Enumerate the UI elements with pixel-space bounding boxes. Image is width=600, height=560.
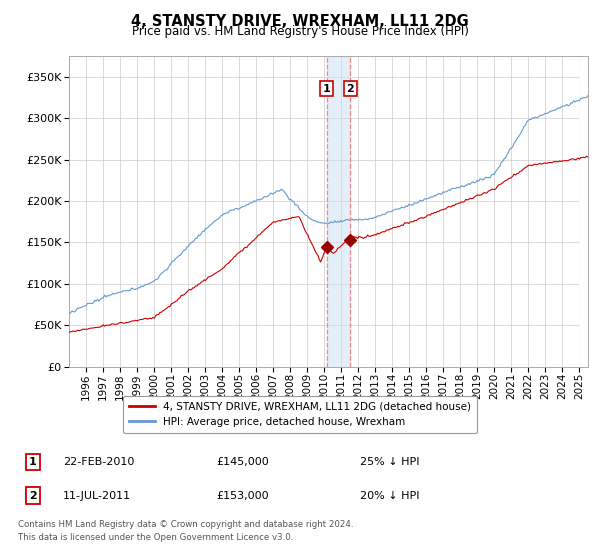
Text: £145,000: £145,000 [216,457,269,467]
Text: Contains HM Land Registry data © Crown copyright and database right 2024.: Contains HM Land Registry data © Crown c… [18,520,353,529]
Text: 2: 2 [347,83,355,94]
Text: 22-FEB-2010: 22-FEB-2010 [63,457,134,467]
Text: 4, STANSTY DRIVE, WREXHAM, LL11 2DG: 4, STANSTY DRIVE, WREXHAM, LL11 2DG [131,14,469,29]
Bar [326,56,350,367]
Text: 1: 1 [323,83,331,94]
Text: 25% ↓ HPI: 25% ↓ HPI [360,457,419,467]
Text: £153,000: £153,000 [216,491,269,501]
Text: 2: 2 [29,491,37,501]
Text: 20% ↓ HPI: 20% ↓ HPI [360,491,419,501]
Legend: 4, STANSTY DRIVE, WREXHAM, LL11 2DG (detached house), HPI: Average price, detach: 4, STANSTY DRIVE, WREXHAM, LL11 2DG (det… [122,395,478,433]
Text: 11-JUL-2011: 11-JUL-2011 [63,491,131,501]
Text: 1: 1 [29,457,37,467]
Text: This data is licensed under the Open Government Licence v3.0.: This data is licensed under the Open Gov… [18,533,293,542]
Text: Price paid vs. HM Land Registry's House Price Index (HPI): Price paid vs. HM Land Registry's House … [131,25,469,38]
Bar [580,56,588,367]
